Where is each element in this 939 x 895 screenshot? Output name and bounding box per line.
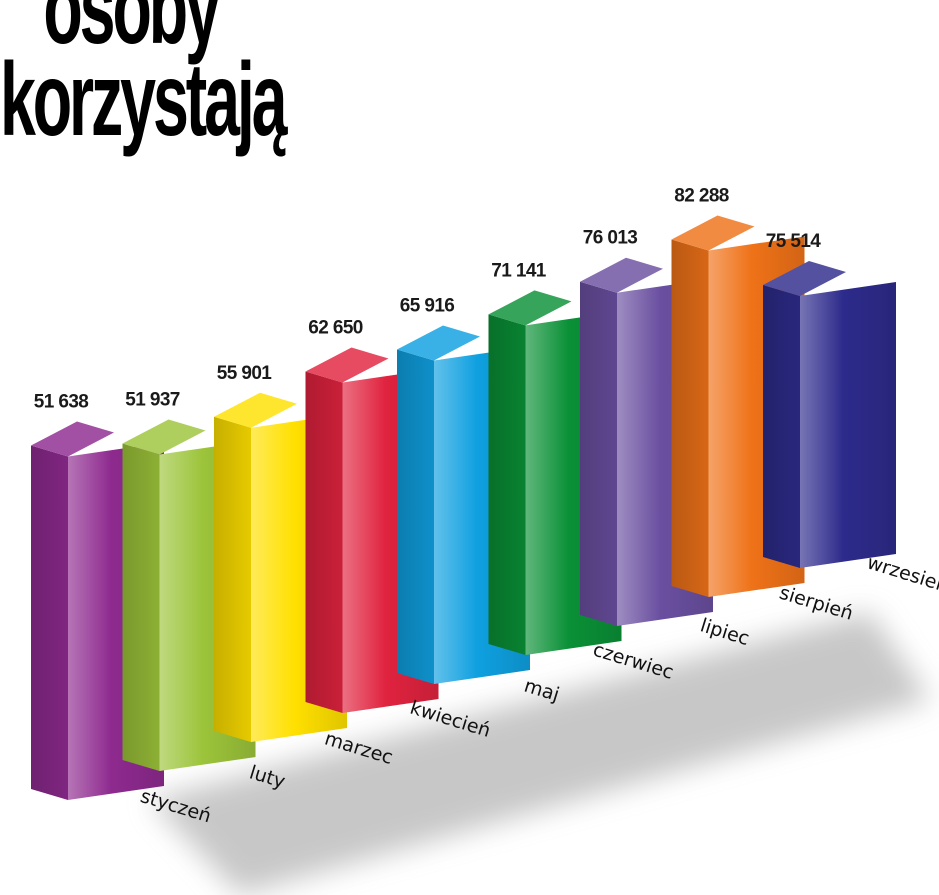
bar-side-face <box>305 371 343 713</box>
value-label: 55 901 <box>217 363 273 384</box>
floor-shadow <box>150 612 930 895</box>
value-label: 62 650 <box>308 318 363 339</box>
bar-top-face <box>31 421 114 457</box>
month-label: wrzesień <box>864 551 939 597</box>
page-title: osoby korzystają <box>0 0 288 158</box>
bar-side-face <box>488 314 526 655</box>
bar-side-face <box>214 416 251 742</box>
bar-side-face <box>580 281 617 626</box>
bar-front-face <box>800 282 896 568</box>
value-label: 76 013 <box>583 228 638 249</box>
value-label: 51 937 <box>125 390 180 411</box>
bar-top-face <box>122 419 206 455</box>
title-line-2: korzystają <box>0 42 288 158</box>
month-label: sierpień <box>777 582 856 625</box>
bar-top-face <box>305 347 389 383</box>
floor-shadow-shape <box>150 612 930 895</box>
value-label: 65 916 <box>400 296 455 317</box>
bar-top-face <box>580 257 663 293</box>
bar-side-face <box>122 443 160 771</box>
bar-wrzesień <box>763 261 896 568</box>
title-line-1: osoby <box>43 0 220 66</box>
bar-side-face <box>31 445 68 800</box>
value-label: 71 141 <box>491 260 547 281</box>
value-label: 51 638 <box>34 392 89 413</box>
bars <box>31 215 896 800</box>
bar-top-face <box>214 392 297 428</box>
month-label: maj <box>522 675 562 706</box>
bar-side-face <box>671 239 709 597</box>
value-label: 82 288 <box>674 186 729 207</box>
bar-side-face <box>397 349 434 684</box>
bar-top-face <box>397 325 480 361</box>
bar-top-face <box>488 290 572 326</box>
bar-side-face <box>763 285 800 568</box>
value-label: 75 514 <box>766 231 822 252</box>
month-label: lipiec <box>698 614 752 650</box>
bar-top-face <box>763 261 846 296</box>
bar-top-face <box>671 215 755 251</box>
